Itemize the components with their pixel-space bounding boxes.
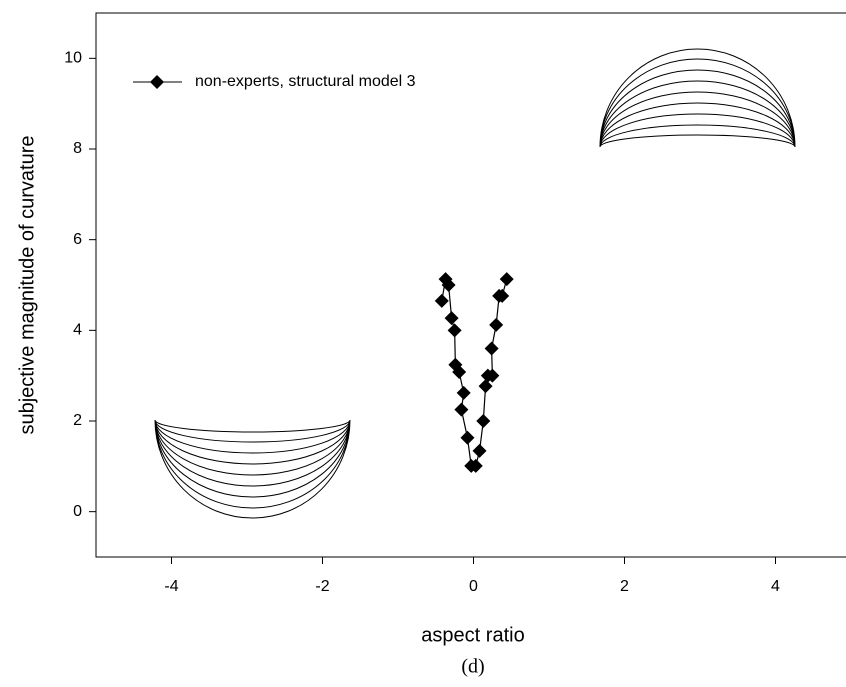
marker [444, 311, 459, 326]
marker [460, 430, 475, 445]
marker [454, 402, 469, 417]
y-tick-label: 4 [73, 322, 82, 339]
plot-frame [95, 12, 846, 558]
marker [499, 272, 514, 287]
legend-label: non-experts, structural model 3 [195, 73, 416, 90]
x-tick-label: -4 [164, 578, 178, 595]
y-tick-label: 6 [73, 231, 82, 248]
convex-icon [599, 48, 796, 148]
x-tick-label: -2 [315, 578, 329, 595]
y-tick-label: 10 [64, 50, 82, 67]
y-tick-label: 0 [73, 503, 82, 520]
x-axis-label: aspect ratio [421, 624, 524, 646]
marker [434, 293, 449, 308]
marker [447, 323, 462, 338]
x-tick-label: 2 [620, 578, 629, 595]
marker [452, 365, 467, 380]
marker [495, 288, 510, 303]
caption: (d) [461, 656, 484, 678]
x-tick-label: 0 [469, 578, 478, 595]
x-tick-label: 4 [771, 578, 780, 595]
marker [441, 278, 456, 292]
shape-icons [154, 48, 796, 519]
marker [485, 368, 500, 383]
marker [484, 341, 499, 356]
marker [476, 414, 491, 428]
y-tick-label: 2 [73, 412, 82, 429]
concave-icon [154, 419, 351, 519]
y-tick-label: 8 [73, 140, 82, 157]
marker [489, 317, 504, 332]
marker [468, 458, 483, 473]
y-axis-label: subjective magnitude of curvature [16, 135, 38, 434]
legend-marker [150, 75, 164, 89]
marker [456, 385, 471, 400]
marker [478, 379, 493, 394]
marker [472, 443, 487, 458]
